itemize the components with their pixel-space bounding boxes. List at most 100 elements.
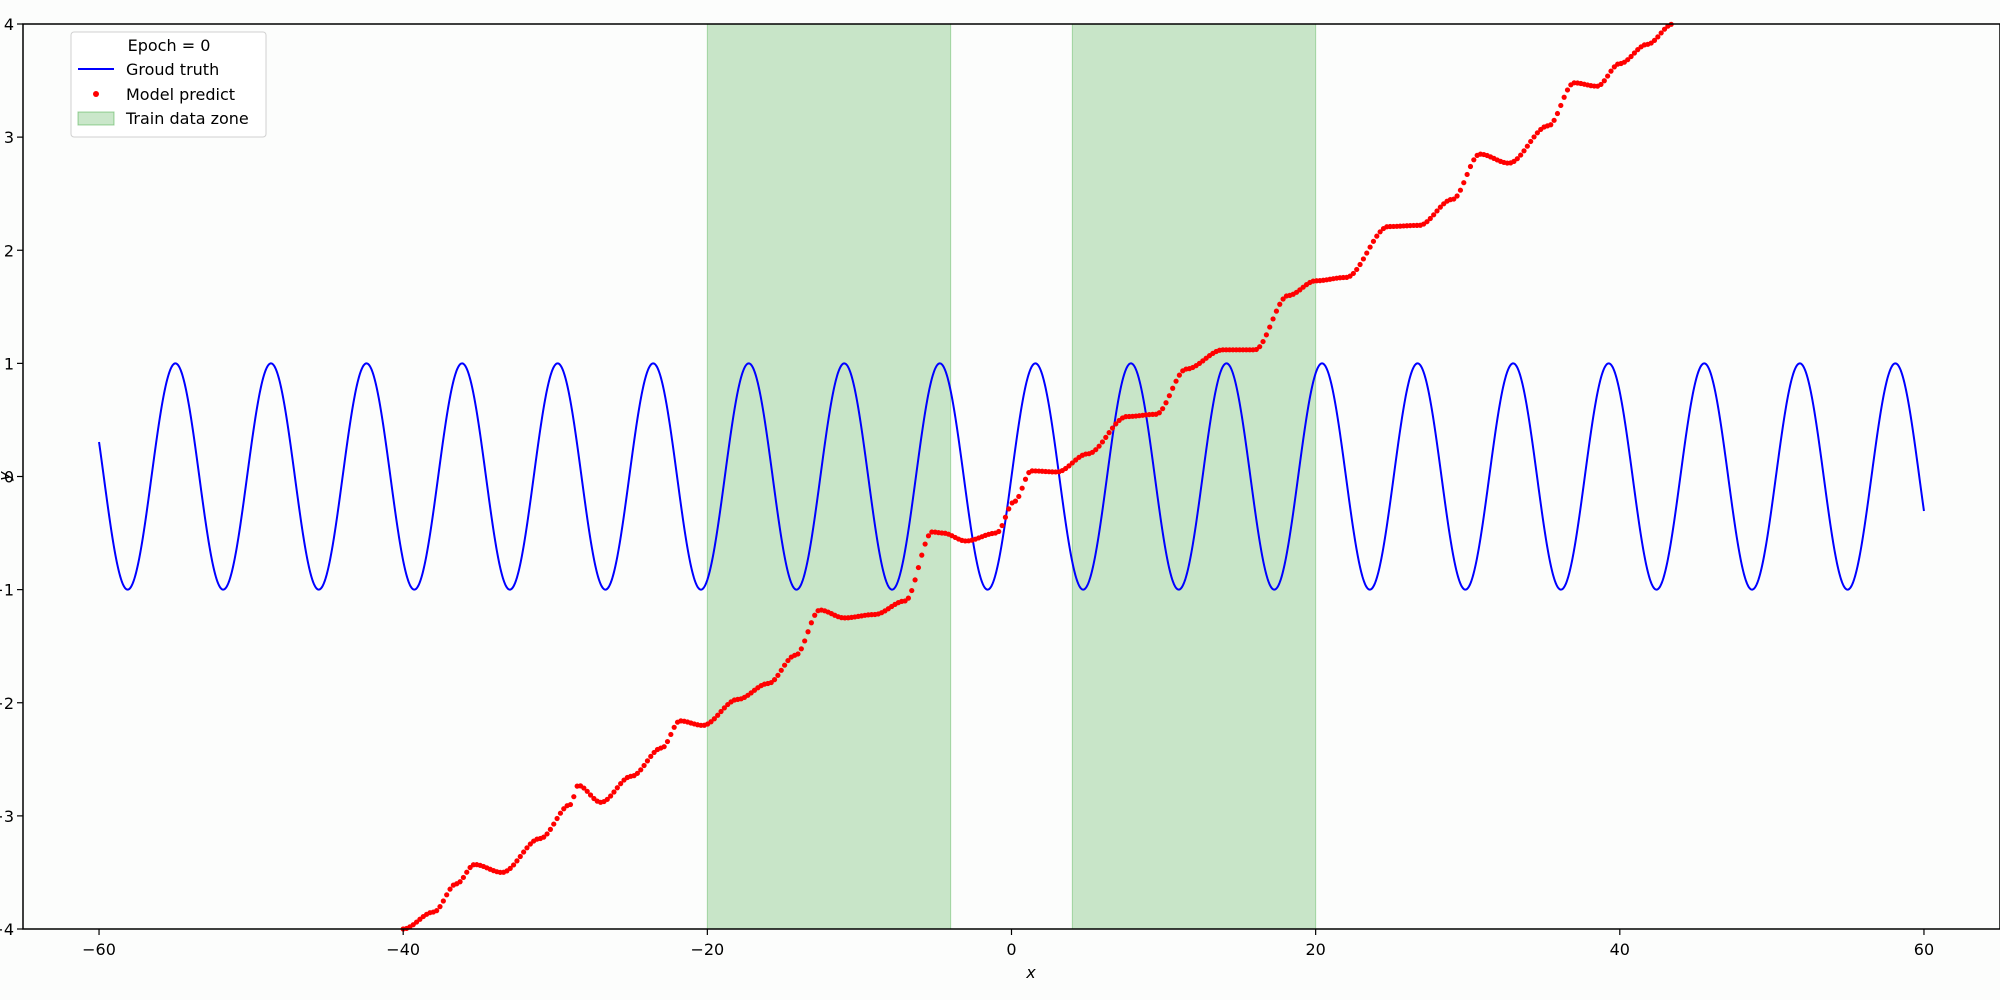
prediction-point <box>1434 208 1440 214</box>
prediction-point <box>1173 378 1179 384</box>
prediction-point <box>1364 250 1370 256</box>
prediction-point <box>1357 261 1363 268</box>
prediction-point <box>437 904 443 910</box>
legend-marker-swatch <box>93 91 99 97</box>
prediction-point <box>1176 372 1182 378</box>
x-tick-label: 60 <box>1914 940 1934 959</box>
prediction-point <box>999 522 1005 529</box>
prediction-point <box>581 785 587 791</box>
prediction-point <box>1160 406 1166 412</box>
prediction-point <box>1431 212 1437 218</box>
prediction-point <box>805 629 811 635</box>
prediction-point <box>1655 34 1661 40</box>
prediction-point <box>1534 130 1540 136</box>
prediction-point <box>708 719 714 725</box>
prediction-point <box>1019 485 1025 491</box>
y-tick-label: 1 <box>4 354 14 373</box>
prediction-point <box>1069 460 1075 466</box>
prediction-point <box>1022 476 1029 482</box>
prediction-point <box>1377 229 1383 235</box>
prediction-point <box>1424 219 1430 225</box>
prediction-point <box>1367 244 1373 250</box>
y-axis-label: y <box>0 471 14 482</box>
prediction-point <box>711 716 717 722</box>
x-tick-label: −40 <box>386 940 420 959</box>
prediction-point <box>1280 296 1286 302</box>
prediction-point <box>1531 134 1537 140</box>
prediction-point <box>721 705 727 711</box>
prediction-point <box>1103 434 1109 440</box>
prediction-point <box>1012 498 1019 504</box>
prediction-point <box>795 651 801 657</box>
prediction-point <box>604 796 610 802</box>
prediction-point <box>638 767 644 773</box>
prediction-point <box>1451 196 1457 202</box>
prediction-point <box>1454 193 1460 199</box>
prediction-point <box>671 724 677 730</box>
prediction-point <box>778 667 784 673</box>
prediction-point <box>1554 110 1561 117</box>
prediction-point <box>507 865 513 871</box>
x-tick-label: −60 <box>82 940 116 959</box>
prediction-point <box>634 770 640 776</box>
prediction-point <box>1661 26 1668 32</box>
prediction-point <box>996 528 1002 535</box>
prediction-point <box>1528 138 1534 145</box>
prediction-point <box>1598 81 1604 88</box>
prediction-point <box>460 874 467 881</box>
prediction-point <box>1006 506 1012 512</box>
prediction-point <box>547 826 554 833</box>
prediction-point <box>521 849 527 855</box>
prediction-point <box>909 587 915 594</box>
legend-entry-ground-truth: Groud truth <box>126 60 219 79</box>
prediction-point <box>1002 514 1009 520</box>
prediction-point <box>664 738 671 745</box>
prediction-point <box>1163 400 1169 406</box>
prediction-point <box>447 886 453 892</box>
prediction-point <box>1658 30 1664 36</box>
prediction-point <box>1558 102 1564 109</box>
prediction-point <box>1608 68 1614 74</box>
y-tick-label: 0 <box>4 468 14 487</box>
prediction-point <box>798 646 804 652</box>
prediction-point <box>1518 152 1524 158</box>
prediction-point <box>771 677 778 683</box>
prediction-point <box>1270 316 1276 322</box>
prediction-point <box>919 552 925 558</box>
y-tick-label: −3 <box>0 807 14 826</box>
prediction-point <box>1257 344 1263 350</box>
ground-truth-line <box>98 362 1925 591</box>
prediction-point <box>567 801 574 808</box>
prediction-point <box>1631 50 1638 56</box>
prediction-point <box>1471 157 1477 163</box>
prediction-point <box>1109 425 1116 431</box>
y-tick-label: −1 <box>0 581 14 600</box>
prediction-point <box>1106 430 1112 436</box>
prediction-point <box>1096 443 1102 449</box>
prediction-point <box>618 781 624 787</box>
prediction-point <box>551 821 557 827</box>
prediction-point <box>1277 301 1283 307</box>
legend-entry-train-zone: Train data zone <box>125 109 249 128</box>
train-zone-span <box>1071 23 1317 930</box>
prediction-point <box>1467 163 1474 170</box>
x-tick-label: −20 <box>690 940 724 959</box>
prediction-point <box>1601 78 1607 84</box>
prediction-point <box>905 595 911 601</box>
prediction-point <box>1113 421 1119 427</box>
prediction-point <box>444 892 450 898</box>
legend-entry-model-predict: Model predict <box>126 85 235 104</box>
prediction-point <box>1551 117 1557 123</box>
ground-truth-series <box>98 362 1925 591</box>
prediction-point <box>1437 204 1443 210</box>
prediction-point <box>541 834 547 840</box>
prediction-point <box>527 841 533 847</box>
prediction-point <box>510 862 517 868</box>
prediction-point <box>1628 53 1634 60</box>
prediction-point <box>1016 493 1022 500</box>
prediction-point <box>464 869 470 875</box>
prediction-point <box>1514 156 1520 162</box>
x-tick-label: 40 <box>1610 940 1630 959</box>
prediction-point <box>1524 143 1530 149</box>
